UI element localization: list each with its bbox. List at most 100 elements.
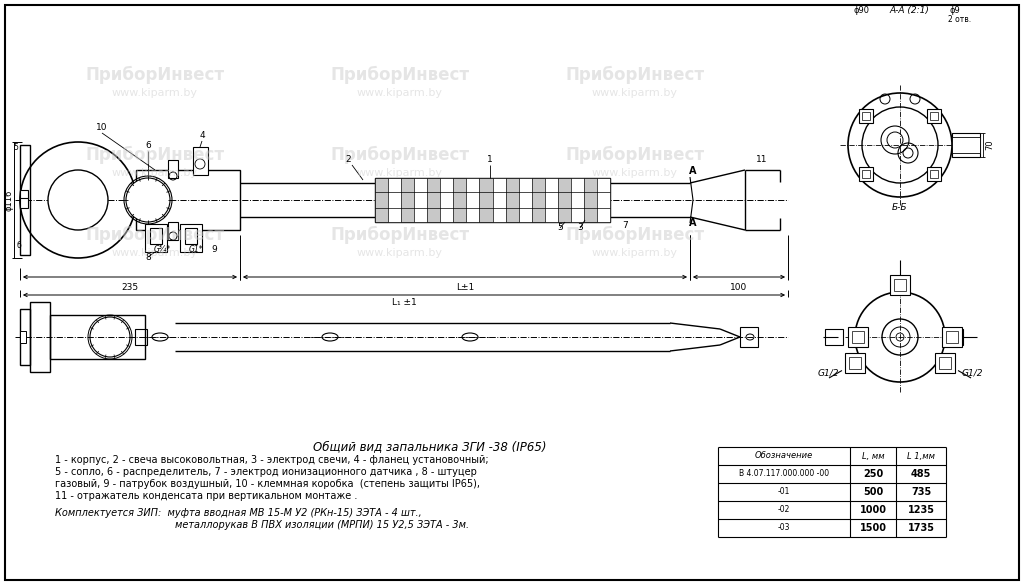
Bar [375,178,388,222]
Text: 735: 735 [911,487,931,497]
Bar [931,170,938,178]
Bar [135,329,147,345]
Text: 1 - корпус, 2 - свеча высоковольтная, 3 - электрод свечи, 4 - фланец установочны: 1 - корпус, 2 - свеча высоковольтная, 3 … [55,455,488,465]
Bar [414,178,427,222]
Bar [180,224,202,252]
Text: -02: -02 [778,505,791,514]
Circle shape [48,170,108,230]
Bar [848,327,868,347]
Bar [935,353,955,373]
Bar [858,109,872,123]
Text: -03: -03 [778,524,791,532]
Bar [942,327,962,347]
Text: 2 отв.: 2 отв. [948,15,972,24]
Bar [928,167,941,181]
Bar [952,133,980,157]
Text: 5: 5 [13,143,18,152]
Text: 1500: 1500 [859,523,887,533]
Text: www.kiparm.by: www.kiparm.by [357,168,443,178]
Text: www.kiparm.by: www.kiparm.by [112,248,198,258]
Bar [506,178,518,222]
Text: ПриборИнвест: ПриборИнвест [85,66,224,84]
Text: 1235: 1235 [907,505,935,515]
Text: 250: 250 [863,469,883,479]
Bar [597,178,610,222]
Text: www.kiparm.by: www.kiparm.by [592,248,678,258]
Text: G1*: G1* [188,245,204,254]
Text: ПриборИнвест: ПриборИнвест [331,146,470,164]
Bar [740,327,758,347]
Bar [388,178,401,222]
Bar [20,309,30,365]
Bar [570,178,584,222]
Text: ПриборИнвест: ПриборИнвест [85,146,224,164]
Bar [928,109,941,123]
Bar [584,178,597,222]
Bar [20,331,26,343]
Bar [861,170,869,178]
Text: Б-Б: Б-Б [892,203,907,212]
Bar [454,178,466,222]
Bar [849,357,861,369]
Bar [20,145,30,255]
Text: 2: 2 [345,155,351,164]
Text: ПриборИнвест: ПриборИнвест [565,226,705,244]
Bar [479,178,493,222]
Bar [931,112,938,120]
Text: L±1: L±1 [456,283,474,292]
Text: 9: 9 [211,245,217,254]
Bar [852,331,864,343]
Text: Комплектуется ЗИП:  муфта вводная МВ 15-М У2 (РКн-15) ЗЭТА - 4 шт.,: Комплектуется ЗИП: муфта вводная МВ 15-М… [55,508,422,518]
Text: 11: 11 [757,155,768,164]
Text: 70: 70 [985,140,994,150]
Bar [145,224,167,252]
Bar [845,353,865,373]
Bar [466,178,479,222]
Bar [558,178,570,222]
Bar [375,178,610,222]
Text: газовый, 9 - патрубок воздушный, 10 - клеммная коробка  (степень защиты IP65),: газовый, 9 - патрубок воздушный, 10 - кл… [55,479,480,489]
Bar [531,178,545,222]
Text: б: б [16,241,22,250]
Bar [890,275,910,295]
Text: 8: 8 [145,253,151,262]
Text: ПриборИнвест: ПриборИнвест [565,146,705,164]
Text: А: А [689,218,696,228]
Bar [440,178,454,222]
Text: ϕ90: ϕ90 [854,6,870,15]
Bar [30,302,50,372]
Text: 1000: 1000 [859,505,887,515]
Text: 235: 235 [122,283,138,292]
Text: 10: 10 [96,123,108,132]
Text: www.kiparm.by: www.kiparm.by [112,168,198,178]
Bar [545,178,558,222]
Bar [150,228,162,244]
Text: ПриборИнвест: ПриборИнвест [331,226,470,244]
Bar [861,112,869,120]
Text: 485: 485 [910,469,931,479]
Text: 5: 5 [557,223,563,232]
Text: 1: 1 [487,155,493,164]
Text: ϕ116: ϕ116 [4,190,13,211]
Text: 3: 3 [578,223,583,232]
Bar [168,222,178,240]
Text: L 1,мм: L 1,мм [907,452,935,460]
Bar [945,329,963,345]
Text: www.kiparm.by: www.kiparm.by [592,88,678,98]
Text: 4: 4 [200,131,205,140]
Bar [136,170,240,230]
Bar [894,279,906,291]
Text: 6: 6 [145,141,151,150]
Bar [493,178,506,222]
Text: В 4.07.117.000.000 -00: В 4.07.117.000.000 -00 [739,470,829,479]
Text: G¾*: G¾* [154,245,171,254]
Bar [401,178,414,222]
Text: ПриборИнвест: ПриборИнвест [85,226,224,244]
Bar [939,357,951,369]
Circle shape [126,178,170,222]
Text: Общий вид запальника ЗГИ -38 (IP65): Общий вид запальника ЗГИ -38 (IP65) [313,440,547,453]
Text: ПриборИнвест: ПриборИнвест [331,66,470,84]
Bar [20,192,28,208]
Text: www.kiparm.by: www.kiparm.by [357,248,443,258]
Bar [952,137,980,153]
